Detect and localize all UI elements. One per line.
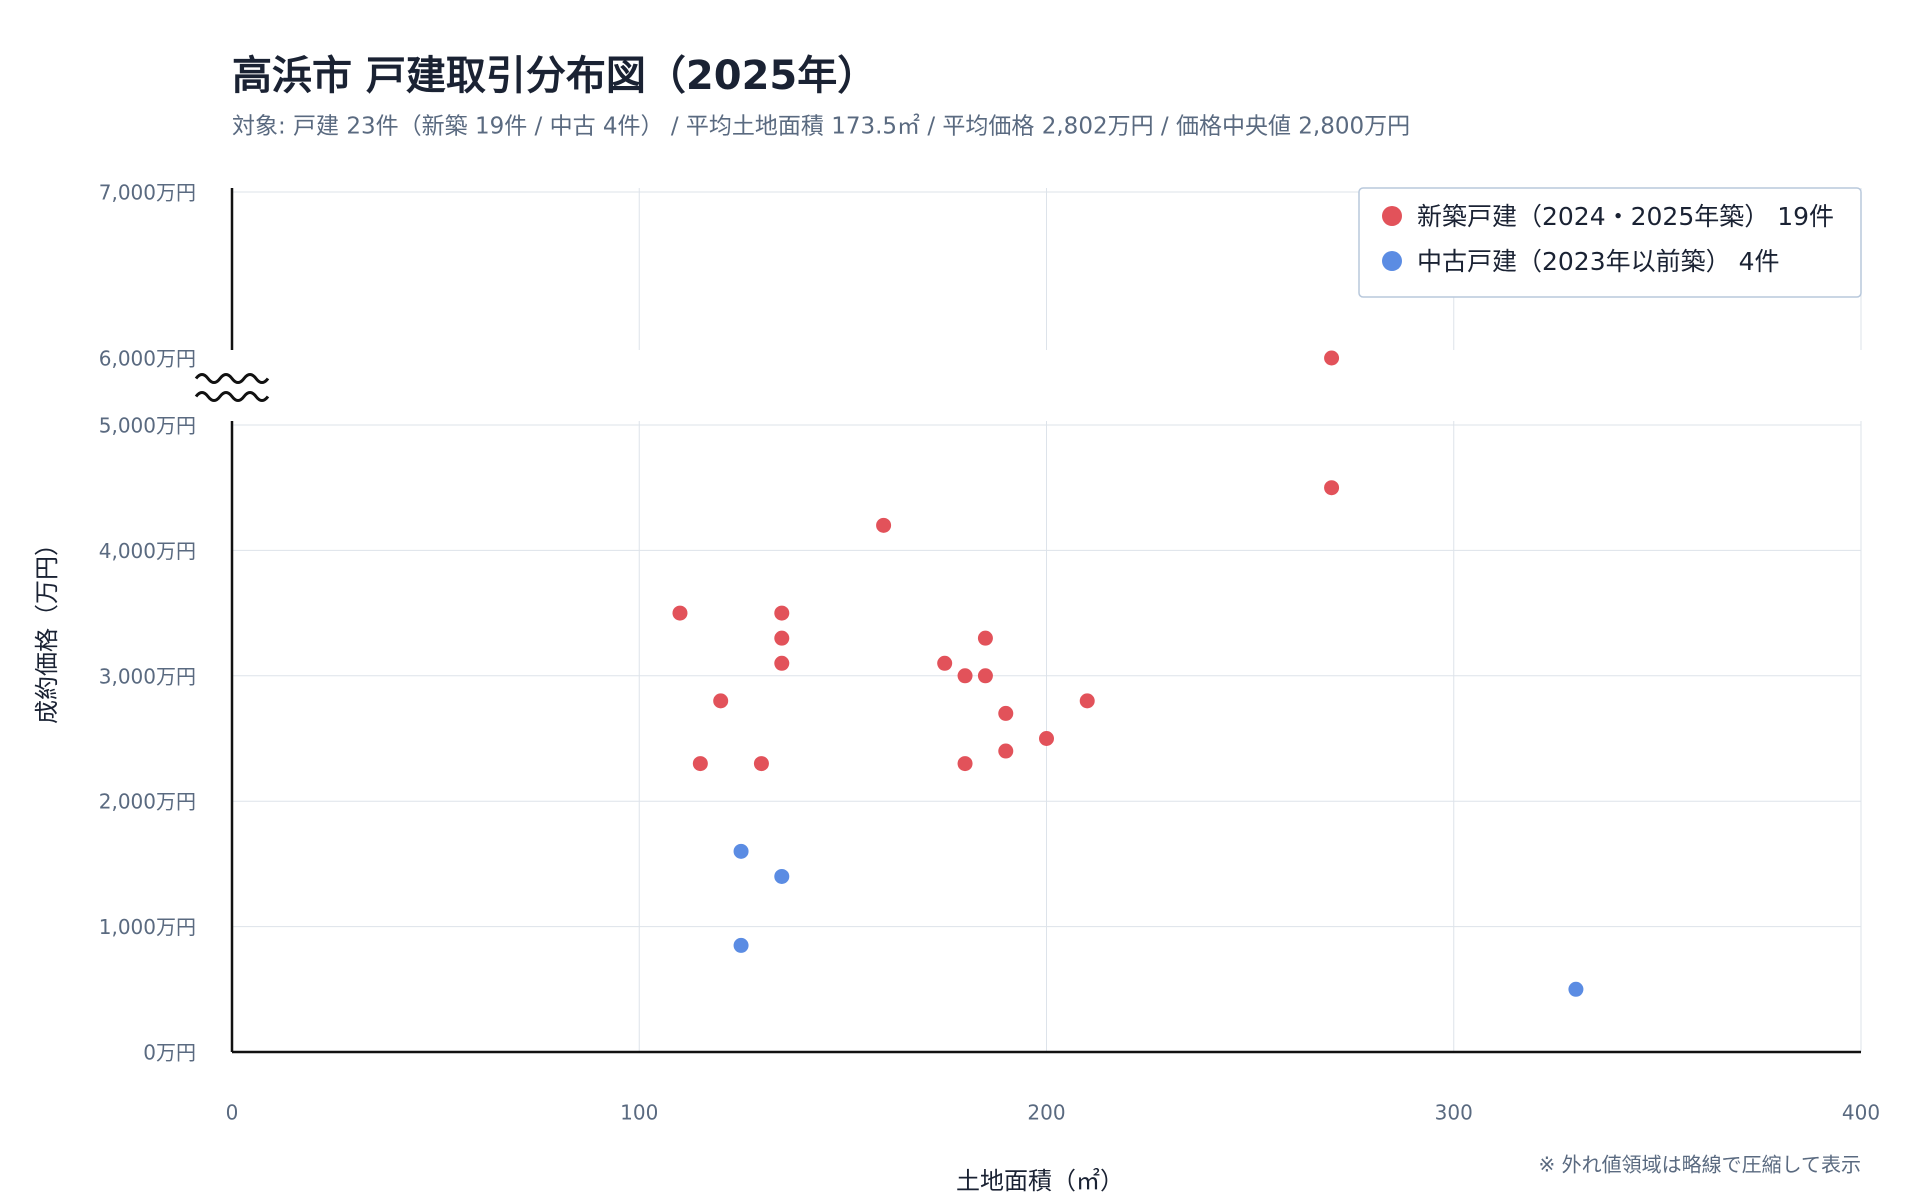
y-tick-label: 1,000万円 [99, 915, 196, 939]
data-point [1079, 693, 1095, 709]
data-point [957, 756, 973, 772]
axis-break-mark [194, 373, 270, 384]
data-point [774, 868, 790, 884]
data-point [998, 743, 1014, 759]
data-point [774, 605, 790, 621]
data-point [774, 655, 790, 671]
y-tick-label: 5,000万円 [99, 414, 196, 438]
data-point [977, 668, 993, 684]
data-point [876, 517, 892, 533]
data-point [733, 937, 749, 953]
axis-break-band [202, 350, 1865, 421]
y-tick-label: 7,000万円 [99, 181, 196, 205]
y-tick-label: 0万円 [143, 1041, 196, 1065]
chart-title: 高浜市 戸建取引分布図（2025年） [232, 53, 877, 99]
legend-label: 新築戸建（2024・2025年築） 19件 [1417, 202, 1834, 231]
x-axis-label: 土地面積（㎡） [956, 1167, 1124, 1195]
axis-break-mark [194, 391, 270, 402]
x-tick-label: 300 [1435, 1101, 1473, 1125]
data-point [957, 668, 973, 684]
note: ※ 外れ値領域は略線で圧縮して表示 [1538, 1153, 1861, 1177]
chart-subtitle: 対象: 戸建 23件（新築 19件 / 中古 4件） / 平均土地面積 173.… [232, 114, 1410, 140]
axis-break-gap [228, 350, 236, 421]
y-tick-label: 4,000万円 [99, 539, 196, 563]
y-tick-label: 3,000万円 [99, 664, 196, 688]
x-tick-label: 0 [226, 1101, 239, 1125]
data-point [692, 756, 708, 772]
data-point [672, 605, 688, 621]
data-point [774, 630, 790, 646]
data-point [1324, 350, 1340, 366]
data-point [753, 756, 769, 772]
data-point [1324, 480, 1340, 496]
x-tick-label: 200 [1027, 1101, 1065, 1125]
x-tick-label: 400 [1842, 1101, 1880, 1125]
data-point [1568, 981, 1584, 997]
data-point [733, 843, 749, 859]
y-tick-label: 2,000万円 [99, 790, 196, 814]
data-point [998, 705, 1014, 721]
x-tick-label: 100 [620, 1101, 658, 1125]
data-point [713, 693, 729, 709]
data-point [1039, 731, 1054, 746]
y-axis-label: 成約価格（万円） [33, 532, 61, 724]
data-point [937, 655, 953, 671]
legend-box [1358, 187, 1862, 298]
data-point [977, 630, 993, 646]
y-tick-label: 6,000万円 [99, 347, 196, 371]
legend-marker [1382, 251, 1402, 271]
legend-marker [1382, 206, 1402, 226]
legend-label: 中古戸建（2023年以前築） 4件 [1417, 247, 1779, 276]
